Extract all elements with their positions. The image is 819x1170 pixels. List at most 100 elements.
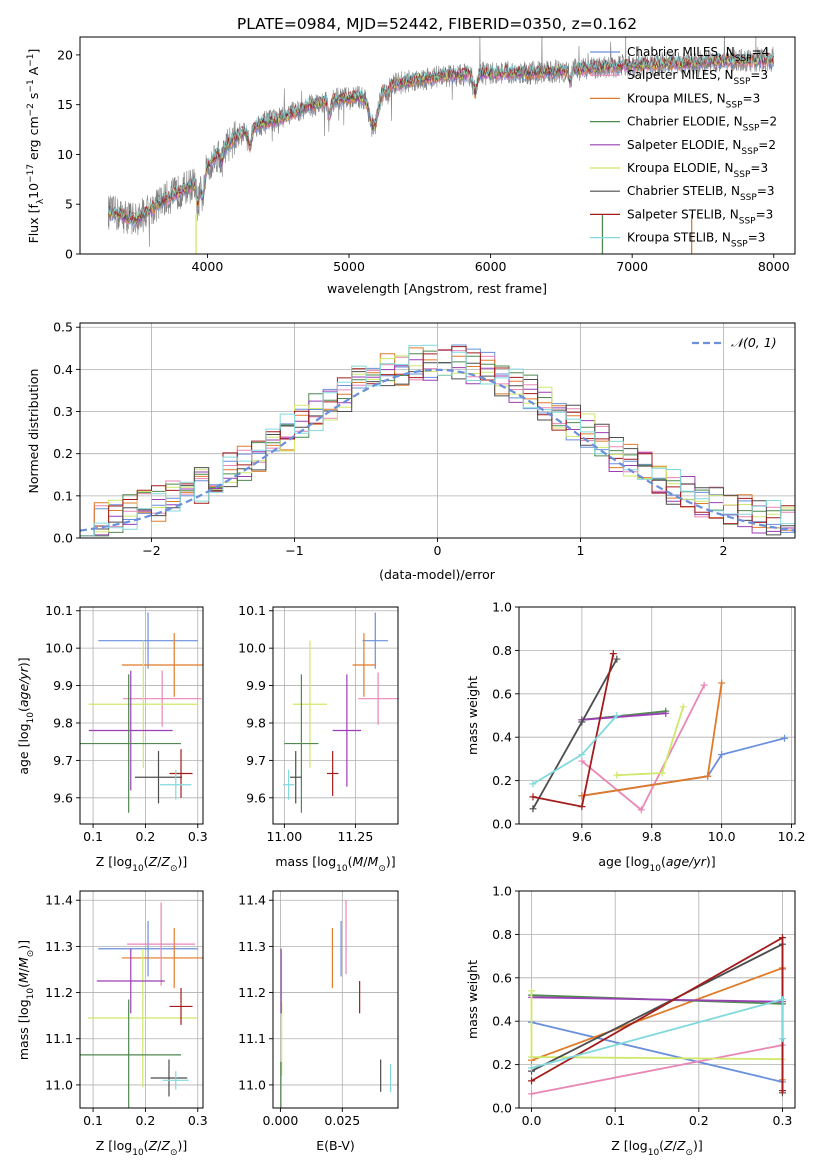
residuals-y-axis-label: Normed distribution — [26, 369, 41, 494]
y-tick-label: 11.4 — [238, 893, 266, 908]
x-tick-label: 0 — [434, 543, 442, 558]
model-spectrum-chabrier_stelib — [108, 53, 774, 222]
x-tick-label: 0.000 — [263, 1113, 299, 1128]
figure-title: PLATE=0984, MJD=52442, FIBERID=0350, z=0… — [237, 15, 637, 33]
weight-marker-salpeter_stelib — [778, 1087, 786, 1095]
weight-vs-age-axes-y-label: mass weight — [465, 676, 480, 755]
x-tick-label: 5000 — [333, 259, 365, 274]
x-tick-label: 4000 — [192, 259, 224, 274]
age-vs-mass-axes-data — [282, 612, 398, 813]
y-tick-label: 10.1 — [238, 603, 266, 618]
age-vs-z-axes-y-label: age [log10(age/yr)] — [16, 657, 36, 774]
y-tick-label: 10.0 — [45, 641, 73, 656]
spectrum-y-axis-label: Flux [fλ10−17 erg cm−2 s−1 A−1] — [26, 49, 46, 244]
weight-marker-salpeter_miles — [637, 806, 645, 814]
y-tick-label: 0.3 — [53, 404, 73, 419]
x-tick-label: 2 — [720, 543, 728, 558]
residuals-axes: −2 −1 0 1 2 0.0 0.1 0.2 0.3 0.4 0.5 𝒩(0, 1) Normed d… — [26, 320, 796, 582]
y-tick-label: 11.0 — [238, 1077, 266, 1092]
legend-entry-chabrier_elodie: Chabrier ELODIE, NSSP=2 — [627, 115, 777, 134]
mass-vs-ebv-axes-x-label: E(B-V) — [316, 1138, 355, 1153]
weight-marker-kroupa_elodie — [528, 1053, 536, 1061]
age-vs-mass-axes: 11.00 11.25 9.6 9.7 9.8 9.9 10.0 10.1 mass [log1… — [238, 603, 399, 874]
y-tick-label: 10 — [57, 147, 73, 162]
weight-marker-salpeter_elodie — [662, 709, 670, 717]
spectrum-x-axis-label: wavelength [Angstrom, rest frame] — [327, 281, 547, 296]
y-tick-label: 0.4 — [53, 362, 73, 377]
y-tick-label: 0.0 — [492, 817, 512, 832]
legend-entry-normal: 𝒩(0, 1) — [731, 335, 777, 350]
y-tick-label: 9.9 — [53, 678, 73, 693]
weight-marker-salpeter_miles — [700, 681, 708, 689]
y-tick-label: 1.0 — [492, 884, 512, 899]
x-tick-label: 11.00 — [266, 829, 302, 844]
y-tick-label: 5 — [65, 197, 73, 212]
age-vs-z-axes-x-label: Z [log10(Z/Z⊙)] — [96, 854, 188, 874]
weight-line-salpeter_miles — [581, 684, 706, 812]
mass-vs-z-axes-y-label: mass [log10(M/M⊙)] — [16, 940, 36, 1060]
weight-vs-z-axes-x-label: Z [log10(Z/Z⊙)] — [611, 1138, 703, 1158]
spectrum-axes-data — [108, 37, 775, 254]
weight-vs-age-axes-x-label: age [log10(age/yr)] — [598, 854, 715, 874]
spectrum-axes-frame — [79, 36, 796, 255]
model-spectrum-kroupa_stelib — [108, 51, 775, 219]
y-tick-label: 0.2 — [492, 1057, 512, 1072]
normal-distribution-curve — [80, 368, 795, 532]
weight-marker-kroupa_miles — [704, 772, 712, 780]
weight-marker-chabrier_miles — [781, 734, 789, 742]
y-tick-label: 20 — [57, 47, 73, 62]
weight-marker-kroupa_stelib — [578, 751, 586, 759]
mass-vs-ebv-axes: 0.000 0.025 11.0 11.1 11.2 11.3 11.4 E(B-V) — [238, 890, 399, 1153]
weight-vs-age-axes-frame — [518, 606, 796, 825]
y-tick-label: 9.6 — [53, 790, 73, 805]
y-tick-label: 1.0 — [492, 600, 512, 615]
residuals-axes-data — [80, 344, 795, 537]
weight-marker-kroupa_stelib — [529, 780, 537, 788]
y-tick-label: 9.9 — [246, 678, 266, 693]
y-tick-label: 0.0 — [53, 531, 73, 546]
x-tick-label: 0.3 — [188, 829, 208, 844]
x-tick-label: 9.8 — [642, 829, 662, 844]
y-tick-label: 11.1 — [238, 1031, 266, 1046]
y-tick-label: 0.0 — [492, 1101, 512, 1116]
x-tick-label: 0.2 — [135, 829, 155, 844]
y-tick-label: 0.4 — [492, 1014, 512, 1029]
y-tick-label: 9.7 — [53, 753, 73, 768]
weight-marker-kroupa_elodie — [658, 769, 666, 777]
model-spectrum-salpeter_stelib — [108, 52, 775, 221]
y-tick-label: 0.4 — [492, 730, 512, 745]
y-tick-label: 11.0 — [45, 1077, 73, 1092]
weight-vs-age-axes-data — [529, 650, 789, 814]
weight-vs-z-axes-frame — [518, 890, 796, 1109]
weight-marker-salpeter_miles — [528, 1090, 536, 1098]
y-tick-label: 0.6 — [492, 970, 512, 985]
y-tick-label: 11.3 — [238, 939, 266, 954]
weight-marker-salpeter_miles — [578, 757, 586, 765]
weight-line-salpeter_elodie — [531, 996, 783, 1003]
x-tick-label: 11.25 — [337, 829, 373, 844]
spectrum-axes: 4000 5000 6000 7000 8000 0 5 10 15 20 Flux [fλ10−1… — [26, 36, 796, 296]
mass-vs-z-axes: 0.1 0.2 0.3 11.0 11.1 11.2 11.3 11.4 mass [log10… — [16, 890, 208, 1158]
legend-entry-chabrier_stelib: Chabrier STELIB, NSSP=3 — [627, 184, 775, 203]
weight-vs-z-axes-y-label: mass weight — [465, 960, 480, 1039]
x-tick-label: 6000 — [475, 259, 507, 274]
x-tick-label: 7000 — [616, 259, 648, 274]
age-vs-z-axes-frame — [79, 606, 204, 825]
y-tick-label: 11.1 — [45, 1031, 73, 1046]
legend-entry-chabrier_miles: Chabrier MILES, NSSP=4 — [627, 45, 769, 64]
weight-marker-salpeter_stelib — [778, 934, 786, 942]
weight-marker-kroupa_stelib — [778, 1035, 786, 1043]
legend-entry-kroupa_elodie: Kroupa ELODIE, NSSP=3 — [627, 161, 768, 180]
x-tick-label: 1 — [577, 543, 585, 558]
x-tick-label: 0.2 — [689, 1113, 709, 1128]
age-vs-mass-axes-frame — [272, 606, 399, 825]
weight-line-kroupa_stelib — [532, 714, 618, 785]
weight-marker-kroupa_elodie — [613, 771, 621, 779]
weight-marker-kroupa_elodie — [679, 703, 687, 711]
spectrum-legend: Chabrier MILES, NSSP=4 Salpeter MILES, NS… — [590, 45, 777, 250]
y-tick-label: 11.4 — [45, 893, 73, 908]
weight-marker-salpeter_stelib — [609, 650, 617, 658]
y-tick-label: 0 — [65, 247, 73, 262]
